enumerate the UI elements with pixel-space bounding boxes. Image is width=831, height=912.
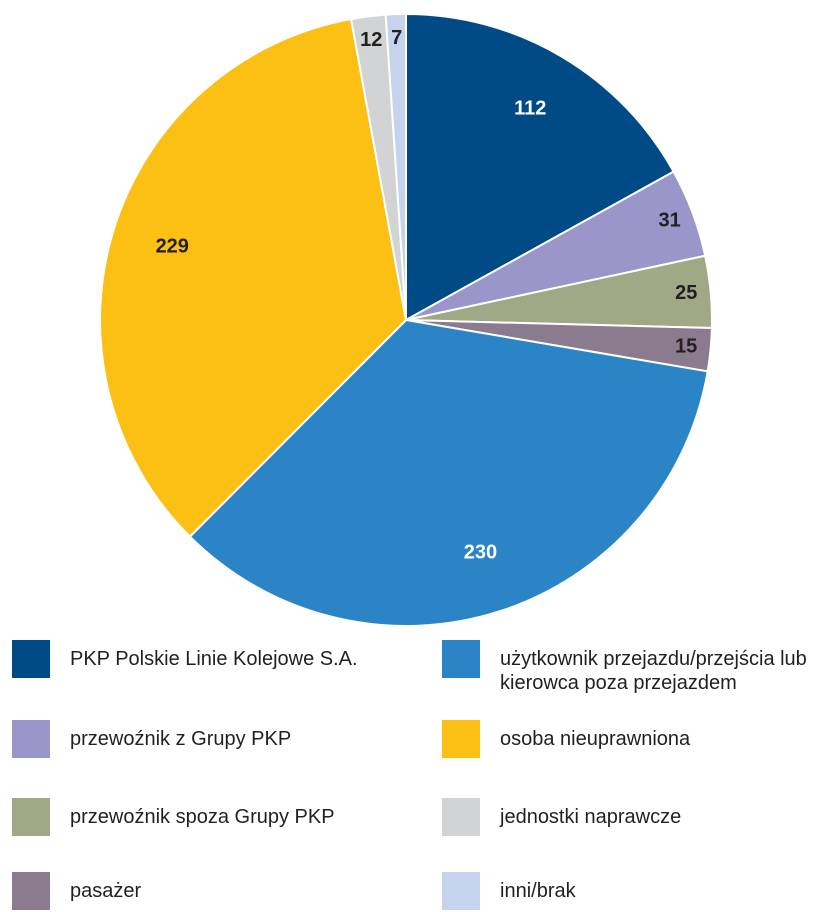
data-label: 229	[156, 236, 189, 258]
legend-item: pasażer	[12, 872, 141, 910]
legend-label: przewoźnik spoza Grupy PKP	[70, 806, 335, 828]
legend-label: osoba nieuprawniona	[500, 728, 691, 750]
legend-item: przewoźnik z Grupy PKP	[12, 720, 291, 758]
legend-swatch	[442, 872, 480, 910]
legend-item: jednostki naprawcze	[442, 798, 681, 836]
legend-swatch	[12, 720, 50, 758]
legend-item: PKP Polskie Linie Kolejowe S.A.	[12, 640, 358, 678]
pie-slice	[384, 12, 407, 321]
legend-swatch	[442, 640, 480, 678]
legend-label: PKP Polskie Linie Kolejowe S.A.	[70, 648, 358, 670]
legend-label: jednostki naprawcze	[500, 806, 682, 828]
legend-label: inni/brak	[500, 880, 576, 902]
legend-item: użytkownik przejazdu/przejścia lub kiero…	[442, 640, 830, 695]
legend-item: przewoźnik spoza Grupy PKP	[12, 798, 335, 836]
legend-swatch	[12, 640, 50, 678]
legend-swatch	[442, 720, 480, 758]
data-label: 12	[360, 29, 382, 51]
legend-item: osoba nieuprawniona	[442, 720, 690, 758]
pie-area: 112 31 25 15 230 229 12 7	[99, 12, 713, 627]
pie-slice	[99, 17, 408, 539]
legend-swatch	[12, 872, 50, 910]
data-label: 25	[675, 282, 697, 304]
data-label: 15	[675, 336, 697, 358]
data-label: 230	[464, 541, 497, 563]
pie-slice	[405, 12, 675, 322]
legend-item: inni/brak	[442, 872, 576, 910]
legend-label: użytkownik przejazdu/przejścia lub kiero…	[500, 648, 807, 694]
legend-swatch	[12, 798, 50, 836]
data-label: 7	[391, 27, 402, 49]
legend-label: przewoźnik z Grupy PKP	[70, 728, 292, 750]
legend-label: pasażer	[70, 880, 142, 902]
data-label: 31	[658, 209, 680, 231]
legend-swatch	[442, 798, 480, 836]
pie-slice	[188, 318, 709, 627]
data-label: 112	[514, 97, 546, 119]
